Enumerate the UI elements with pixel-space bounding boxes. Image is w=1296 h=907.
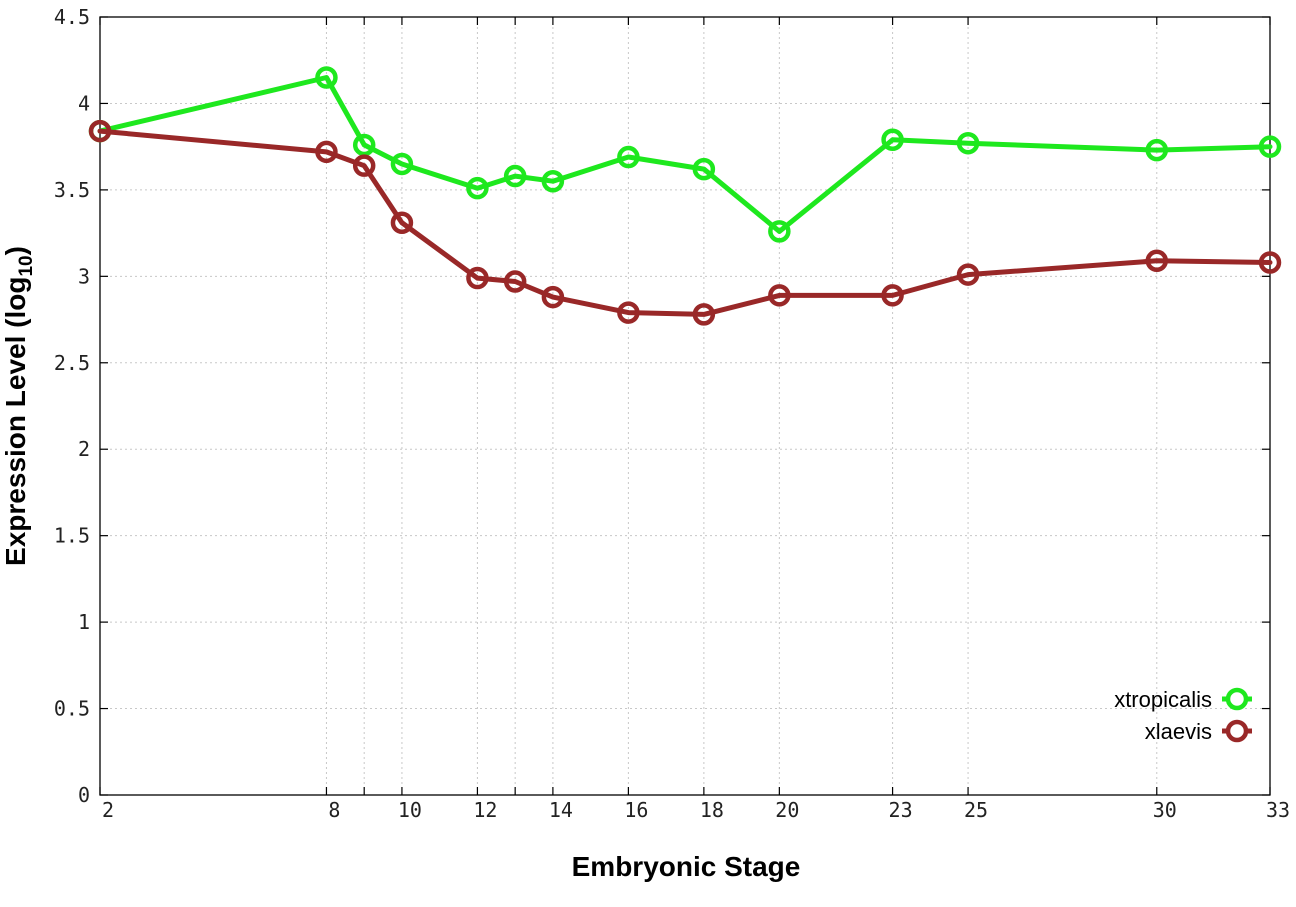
x-tick-label: 10 bbox=[398, 798, 422, 822]
y-tick-label: 0 bbox=[78, 783, 90, 807]
series-line bbox=[97, 128, 1273, 317]
series-layer bbox=[88, 66, 1282, 326]
data-point bbox=[315, 140, 338, 164]
data-point bbox=[956, 263, 980, 286]
data-point bbox=[768, 284, 791, 307]
data-point bbox=[768, 220, 791, 243]
data-point bbox=[503, 270, 527, 293]
data-point bbox=[390, 211, 414, 234]
data-point bbox=[352, 154, 376, 177]
y-tick-label: 1 bbox=[78, 610, 90, 634]
x-tick-label: 18 bbox=[700, 798, 724, 822]
data-point bbox=[881, 128, 904, 152]
data-point bbox=[352, 133, 376, 157]
y-tick-label: 4.5 bbox=[54, 5, 90, 29]
data-point bbox=[1145, 138, 1169, 162]
data-point bbox=[503, 164, 527, 188]
x-tick-label: 14 bbox=[549, 798, 573, 822]
ticks-layer: 0 0.5 1 1.5 2 2.5 3 3.5 4 4.5 2 8 10 12 14 16 18 20 23 25 30… bbox=[54, 5, 1290, 822]
y-tick-label: 3 bbox=[78, 264, 90, 288]
x-tick-label: 30 bbox=[1153, 798, 1177, 822]
x-tick-label: 8 bbox=[328, 798, 340, 822]
series-xlaevis bbox=[88, 119, 1282, 326]
data-point bbox=[617, 145, 640, 169]
x-tick-label: 12 bbox=[473, 798, 497, 822]
data-point bbox=[617, 301, 640, 324]
y-tick-label: 0.5 bbox=[54, 697, 90, 721]
x-tick-label: 23 bbox=[889, 798, 913, 822]
legend: xtropicalis xlaevis bbox=[1114, 687, 1252, 744]
grid-layer bbox=[100, 17, 1270, 795]
x-tick-label: 2 bbox=[102, 798, 114, 822]
data-point bbox=[692, 157, 716, 181]
x-tick-label: 20 bbox=[775, 798, 799, 822]
data-point bbox=[390, 152, 414, 176]
y-tick-label: 2 bbox=[78, 437, 90, 461]
data-point bbox=[541, 169, 565, 193]
y-axis-title-main: Expression Level (log bbox=[0, 277, 31, 566]
x-tick-label: 25 bbox=[964, 798, 988, 822]
x-axis-title: Embryonic Stage bbox=[572, 851, 801, 882]
data-point bbox=[956, 131, 980, 155]
y-tick-label: 3.5 bbox=[54, 178, 90, 202]
data-point bbox=[1258, 135, 1282, 158]
y-tick-label: 2.5 bbox=[54, 351, 90, 375]
data-point bbox=[692, 303, 716, 326]
data-point bbox=[1145, 249, 1169, 273]
x-tick-label: 33 bbox=[1266, 798, 1290, 822]
y-axis-title: Expression Level (log10) bbox=[0, 246, 37, 566]
y-axis-title-subscript: 10 bbox=[16, 255, 37, 276]
data-point bbox=[466, 176, 489, 200]
x-tick-label: 16 bbox=[624, 798, 648, 822]
data-point bbox=[1258, 251, 1282, 274]
series-line bbox=[97, 75, 1273, 234]
legend-label: xtropicalis bbox=[1114, 687, 1212, 712]
plot-frame bbox=[99, 16, 1271, 796]
data-point bbox=[541, 285, 565, 309]
data-point bbox=[88, 119, 112, 143]
data-point bbox=[466, 266, 489, 290]
series-xtropicalis bbox=[88, 66, 1282, 243]
y-axis-title-close: ) bbox=[0, 246, 31, 255]
data-point bbox=[881, 284, 904, 307]
y-tick-label: 4 bbox=[78, 91, 90, 115]
legend-marker bbox=[1225, 719, 1249, 743]
y-tick-label: 1.5 bbox=[54, 524, 90, 548]
legend-marker bbox=[1225, 687, 1249, 711]
data-point bbox=[315, 66, 338, 89]
legend-label: xlaevis bbox=[1145, 719, 1212, 744]
